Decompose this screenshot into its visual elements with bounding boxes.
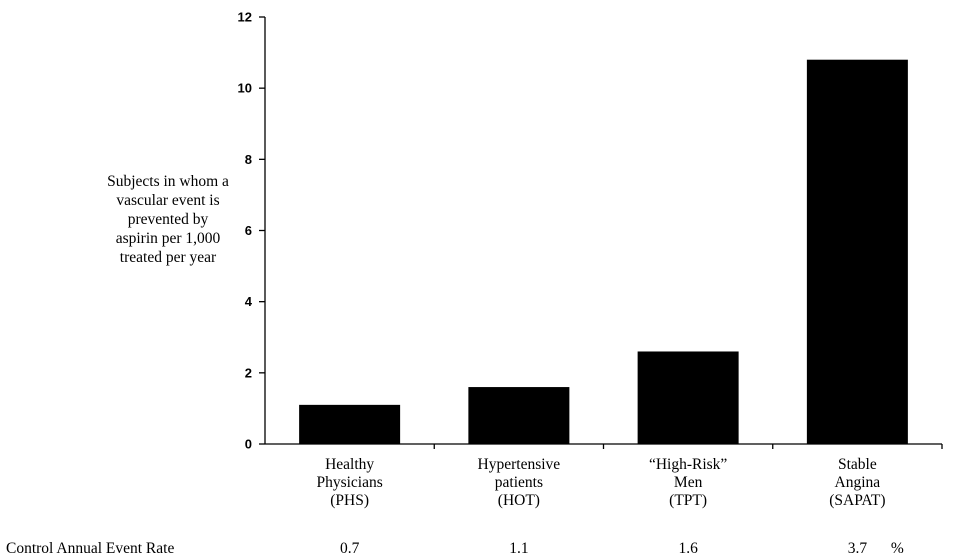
category-label: (HOT): [498, 492, 540, 509]
event-rate-value: 1.1: [509, 540, 528, 557]
category-label: Stable: [838, 456, 877, 473]
event-rate-value: 0.7: [340, 540, 360, 557]
y-tick-label: 6: [245, 223, 252, 238]
category-label: Hypertensive: [478, 456, 561, 473]
y-tick-label: 2: [245, 365, 252, 380]
category-label: Angina: [835, 474, 881, 491]
category-label: (TPT): [669, 492, 707, 509]
bar: [468, 387, 570, 444]
y-tick-label: 4: [245, 294, 253, 309]
y-axis-label-line: treated per year: [119, 249, 217, 266]
event-rate-value: 1.6: [678, 540, 698, 557]
y-tick-label: 12: [238, 10, 252, 25]
event-rate-value: 3.7: [848, 540, 868, 557]
category-label: Men: [674, 474, 703, 491]
bar: [806, 59, 908, 444]
event-rate-label: Control Annual Event Rate: [6, 540, 174, 557]
category-label: patients: [495, 474, 543, 491]
event-rate-unit: %: [891, 540, 904, 557]
y-axis-label-line: aspirin per 1,000: [115, 230, 221, 247]
category-label: Healthy: [325, 456, 374, 473]
y-axis-label-line: Subjects in whom a: [107, 173, 229, 190]
bar: [637, 351, 739, 444]
category-label: Physicians: [316, 474, 382, 491]
y-tick-label: 10: [238, 81, 252, 96]
y-axis-label-line: prevented by: [127, 211, 209, 228]
y-axis-label: Subjects in whom a vascular event is pre…: [48, 172, 288, 267]
y-axis-label-line: vascular event is: [116, 192, 220, 209]
y-tick-label: 8: [245, 152, 252, 167]
bar: [299, 404, 401, 444]
category-label: (SAPAT): [829, 492, 885, 509]
category-label: (PHS): [330, 492, 369, 509]
y-tick-label: 0: [245, 437, 252, 452]
category-label: “High-Risk”: [649, 456, 727, 473]
